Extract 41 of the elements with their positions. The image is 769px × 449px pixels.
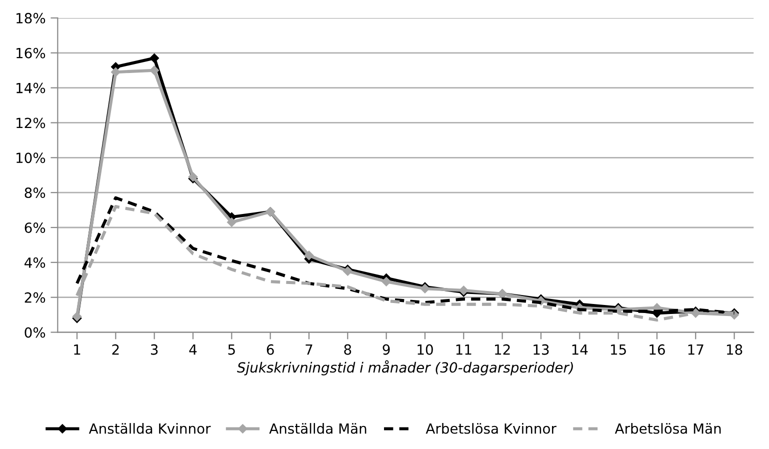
x-tick-label: 16 bbox=[650, 344, 665, 355]
point bbox=[111, 67, 120, 77]
y-tick-label: 10% bbox=[16, 152, 46, 164]
x-tick-label: 11 bbox=[456, 344, 472, 355]
point bbox=[304, 250, 314, 260]
y-tick-label: 8% bbox=[24, 188, 46, 198]
x-tick-label: 15 bbox=[610, 344, 626, 355]
x-tick-label: 3 bbox=[150, 344, 158, 355]
x-tick-label: 12 bbox=[494, 344, 510, 355]
x-tick-label: 1 bbox=[74, 344, 80, 355]
x-tick-label: 7 bbox=[306, 344, 312, 355]
y-tick-label: 14% bbox=[16, 82, 46, 94]
x-tick-label: 14 bbox=[572, 344, 588, 355]
x-tick-label: 17 bbox=[688, 344, 704, 355]
y-tick-label: 12% bbox=[16, 118, 46, 128]
point bbox=[227, 218, 236, 227]
x-tick-label: 10 bbox=[418, 344, 433, 355]
y-tick-label: 18% bbox=[16, 12, 46, 24]
point bbox=[459, 286, 468, 295]
x-tick-label: 18 bbox=[726, 344, 742, 355]
point bbox=[382, 277, 391, 286]
y-tick-label: 16% bbox=[16, 48, 46, 58]
y-tick-label: 6% bbox=[24, 222, 46, 233]
x-tick-label: 13 bbox=[534, 344, 549, 355]
point bbox=[150, 66, 159, 75]
legend-label: Arbetslösa Män bbox=[614, 423, 721, 434]
x-axis-title: Sjukskrivningstid i månader (30-dagarsperioder) bbox=[237, 360, 573, 376]
y-tick-label: 0% bbox=[24, 327, 46, 338]
x-tick-label: 4 bbox=[189, 344, 197, 355]
x-tick-label: 6 bbox=[266, 344, 274, 355]
x-tick-label: 2 bbox=[112, 344, 119, 355]
legend-label: Anställda Kvinnor bbox=[88, 423, 211, 434]
x-tick-label: 8 bbox=[344, 344, 352, 355]
x-tick-label: 5 bbox=[228, 344, 235, 355]
legend-label: Anställda Män bbox=[269, 423, 366, 434]
point bbox=[343, 266, 352, 276]
y-tick-label: 4% bbox=[24, 257, 46, 268]
point bbox=[150, 53, 159, 63]
legend-label: Arbetslösa Kvinnor bbox=[426, 423, 556, 434]
y-tick-label: 2% bbox=[24, 292, 46, 303]
x-tick-label: 9 bbox=[382, 344, 390, 355]
